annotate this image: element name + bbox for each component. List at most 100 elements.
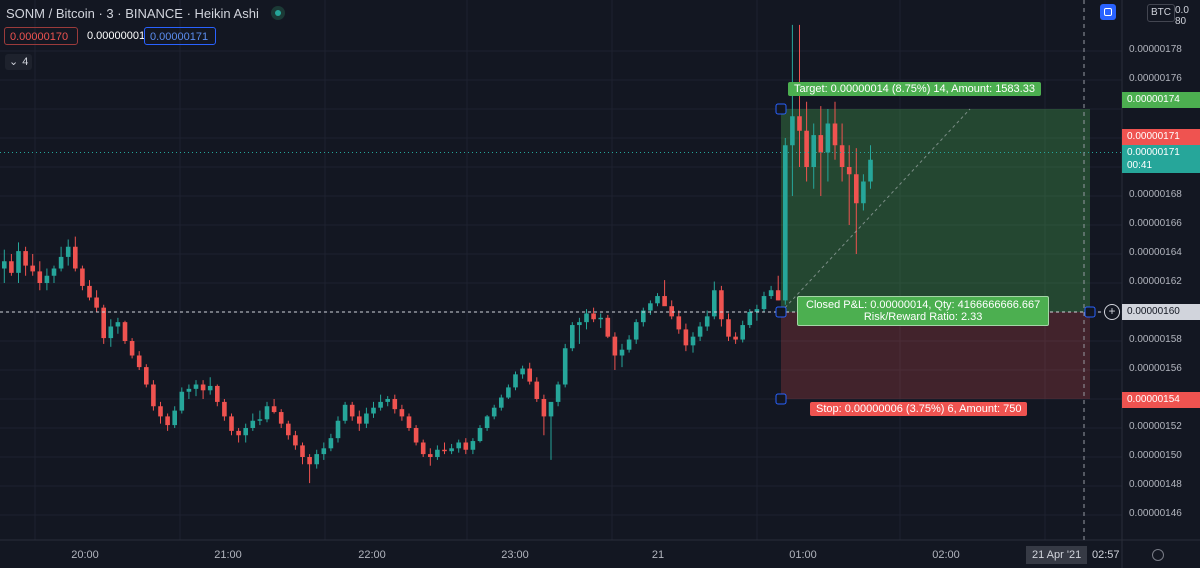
candle-body (761, 296, 767, 310)
candle-body (619, 349, 625, 356)
candle-body (570, 325, 575, 349)
candle-body (499, 397, 504, 408)
candle-body (37, 271, 43, 283)
candle-body (222, 401, 227, 417)
scale-icon (1104, 8, 1112, 16)
pnl-line: Closed P&L: 0.00000014, Qty: 4166666666.… (806, 299, 1041, 311)
time-tick-label: 22:00 (358, 549, 386, 561)
candle-body (9, 261, 14, 273)
candle-body (704, 316, 710, 327)
candle-body (641, 310, 646, 323)
time-tick-label: 21:00 (214, 549, 242, 561)
position-handle (1084, 306, 1096, 318)
candle-body (80, 268, 85, 286)
candle-body (51, 268, 57, 276)
pnl-label[interactable]: Closed P&L: 0.00000014, Qty: 4166666666.… (797, 296, 1050, 326)
candle-body (839, 145, 845, 167)
candle-body (342, 404, 348, 421)
position-zones (781, 109, 1090, 399)
add-order-icon[interactable]: + (1104, 304, 1120, 320)
candle-body (158, 406, 163, 417)
risk-reward-line: Risk/Reward Ratio: 2.33 (863, 311, 983, 323)
time-tick-label: 23:00 (501, 549, 529, 561)
candle-body (477, 428, 483, 442)
candle-body (690, 336, 696, 346)
current-time: 02:57 (1092, 549, 1120, 561)
candle-body (577, 322, 582, 326)
candle-body (101, 307, 106, 339)
candle-body (598, 317, 603, 320)
candle-body (655, 296, 660, 304)
candle-body (58, 256, 64, 269)
candle-body (683, 329, 689, 346)
candle-body (314, 454, 319, 465)
candle-body (371, 407, 376, 414)
candles (2, 24, 873, 484)
stop-label[interactable]: Stop: 0.00000006 (3.75%) 6, Amount: 750 (810, 402, 1028, 416)
candle-body (229, 416, 234, 431)
candle-body (463, 442, 469, 450)
candle-body (87, 285, 92, 298)
target-label[interactable]: Target: 0.00000014 (8.75%) 14, Amount: 1… (788, 82, 1041, 96)
candle-body (527, 368, 532, 382)
position-lines (0, 0, 1122, 540)
candle-body (754, 309, 760, 312)
price-tick-label: 0.00000166 (1129, 218, 1182, 229)
candle-body (250, 420, 256, 428)
candle-body (456, 442, 461, 449)
candle-body (435, 449, 440, 457)
candle-body (286, 423, 291, 436)
candle-body (307, 457, 312, 465)
candle-body (818, 135, 824, 153)
bid-price-button[interactable]: 0.00000170 (4, 27, 78, 45)
candle-body (236, 430, 241, 436)
candle-body (484, 416, 490, 428)
candle-body (335, 420, 341, 439)
symbol-legend[interactable]: SONM / Bitcoin · 3 · BINANCE · Heikin As… (6, 4, 285, 22)
candle-body (179, 391, 185, 411)
candle-body (399, 409, 405, 417)
candle-body (697, 326, 703, 337)
price-tick-label: 0.00000162 (1129, 276, 1182, 287)
candle-body (392, 399, 398, 410)
candle-body (719, 290, 724, 320)
scale-top-label: 0.0 80 (1175, 5, 1189, 27)
candle-body (364, 413, 369, 424)
time-tick-label: 21 (651, 549, 665, 561)
candle-body (385, 399, 390, 402)
candle-body (534, 381, 540, 399)
auto-scale-button[interactable] (1100, 4, 1116, 20)
candle-body (413, 428, 419, 443)
candle-body (278, 412, 284, 424)
candle-body (200, 384, 206, 391)
time-tick-label: 01:00 (789, 549, 817, 561)
candle-body (740, 325, 745, 340)
candle-body (861, 181, 866, 204)
candle-body (449, 448, 454, 452)
candle-body (328, 438, 334, 449)
indicators-collapse-button[interactable]: ⌄ 4 (5, 54, 32, 70)
gear-icon[interactable] (1152, 549, 1164, 561)
candle-body (491, 407, 497, 417)
candle-body (470, 441, 476, 450)
market-status-icon[interactable] (270, 6, 285, 20)
time-tick-label: 20:00 (71, 549, 99, 561)
candle-body (30, 265, 35, 272)
candle-body (541, 399, 547, 417)
candle-body (846, 167, 852, 175)
currency-tag[interactable]: BTC (1147, 4, 1175, 22)
candle-body (16, 251, 21, 273)
candle-body (804, 130, 809, 167)
trade-path (780, 108, 971, 313)
candle-body (257, 419, 263, 421)
price-tick-label: 0.00000150 (1129, 450, 1182, 461)
candle-body (868, 159, 873, 182)
candle-body (854, 174, 859, 204)
date-badge: 21 Apr '21 (1026, 546, 1088, 564)
candle-body (633, 322, 639, 340)
candle-body (215, 385, 220, 402)
candle-body (172, 410, 177, 426)
ask-price-button[interactable]: 0.00000171 (144, 27, 216, 45)
